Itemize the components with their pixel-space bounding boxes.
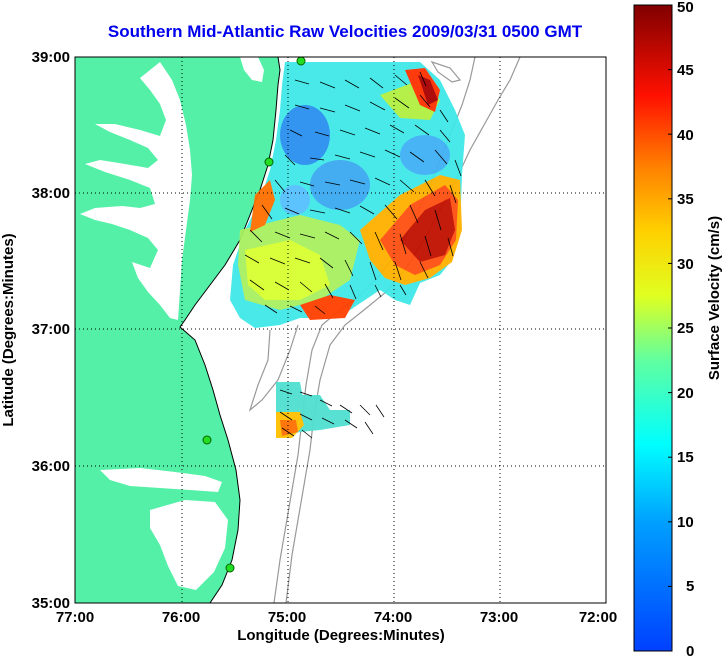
plot-frame bbox=[74, 56, 607, 604]
colorbar-tick-label: 15 bbox=[677, 449, 694, 466]
grid-lines bbox=[75, 57, 606, 603]
x-axis: 77:00 76:00 75:00 74:00 73:00 72:00 Long… bbox=[56, 609, 617, 644]
colorbar-label: Surface Velocity (cm/s) bbox=[706, 216, 723, 380]
x-tick-label: 74:00 bbox=[374, 609, 412, 626]
delaware-bay bbox=[240, 57, 264, 82]
map-panel[interactable] bbox=[75, 57, 606, 603]
x-tick-label: 76:00 bbox=[162, 609, 200, 626]
velocity-vectors bbox=[244, 71, 462, 439]
albemarle-sound bbox=[100, 468, 222, 492]
x-tick-label: 75:00 bbox=[268, 609, 306, 626]
coastline bbox=[179, 57, 281, 603]
land-mass bbox=[75, 57, 280, 603]
map-title: Southern Mid-Atlantic Raw Velocities 200… bbox=[107, 22, 583, 41]
station-marker bbox=[264, 157, 274, 167]
y-axis: 39:00 38:00 37:00 36:00 35:00 Latitude (… bbox=[0, 49, 70, 612]
colorbar-tick-label: 5 bbox=[686, 578, 694, 595]
outer-banks bbox=[203, 439, 239, 602]
y-axis-label: Latitude (Degrees:Minutes) bbox=[0, 233, 17, 426]
pamlico-sound bbox=[150, 500, 228, 590]
y-tick-label: 38:00 bbox=[32, 185, 70, 202]
chesapeake-bay bbox=[80, 62, 192, 320]
hf-radar-stations bbox=[202, 57, 306, 573]
station-marker bbox=[225, 563, 235, 573]
colorbar-tick-label: 25 bbox=[677, 320, 694, 337]
y-tick-label: 39:00 bbox=[32, 49, 70, 66]
colorbar: 50 45 40 35 30 25 20 15 10 5 0 Surface V… bbox=[633, 0, 723, 659]
velocity-field bbox=[230, 62, 465, 438]
colorbar-tick-label: 10 bbox=[677, 514, 694, 531]
colorbar-tick-label: 40 bbox=[677, 127, 694, 144]
y-tick-label: 37:00 bbox=[32, 321, 70, 338]
x-tick-label: 77:00 bbox=[56, 609, 94, 626]
station-marker bbox=[202, 435, 212, 445]
colorbar-tick-label: 0 bbox=[686, 643, 694, 659]
colorbar-tick-label: 35 bbox=[677, 191, 694, 208]
colorbar-tick-label: 50 bbox=[677, 0, 694, 16]
x-axis-label: Longitude (Degrees:Minutes) bbox=[237, 627, 445, 644]
colorbar-tick-label: 45 bbox=[677, 62, 694, 79]
colorbar-tick-label: 30 bbox=[677, 256, 694, 273]
y-tick-label: 35:00 bbox=[32, 595, 70, 612]
colorbar-gradient bbox=[633, 4, 673, 652]
x-tick-label: 73:00 bbox=[480, 609, 518, 626]
station-marker bbox=[296, 57, 306, 66]
colorbar-tick-label: 20 bbox=[677, 385, 694, 402]
x-tick-label: 72:00 bbox=[579, 609, 617, 626]
y-tick-label: 36:00 bbox=[32, 458, 70, 475]
